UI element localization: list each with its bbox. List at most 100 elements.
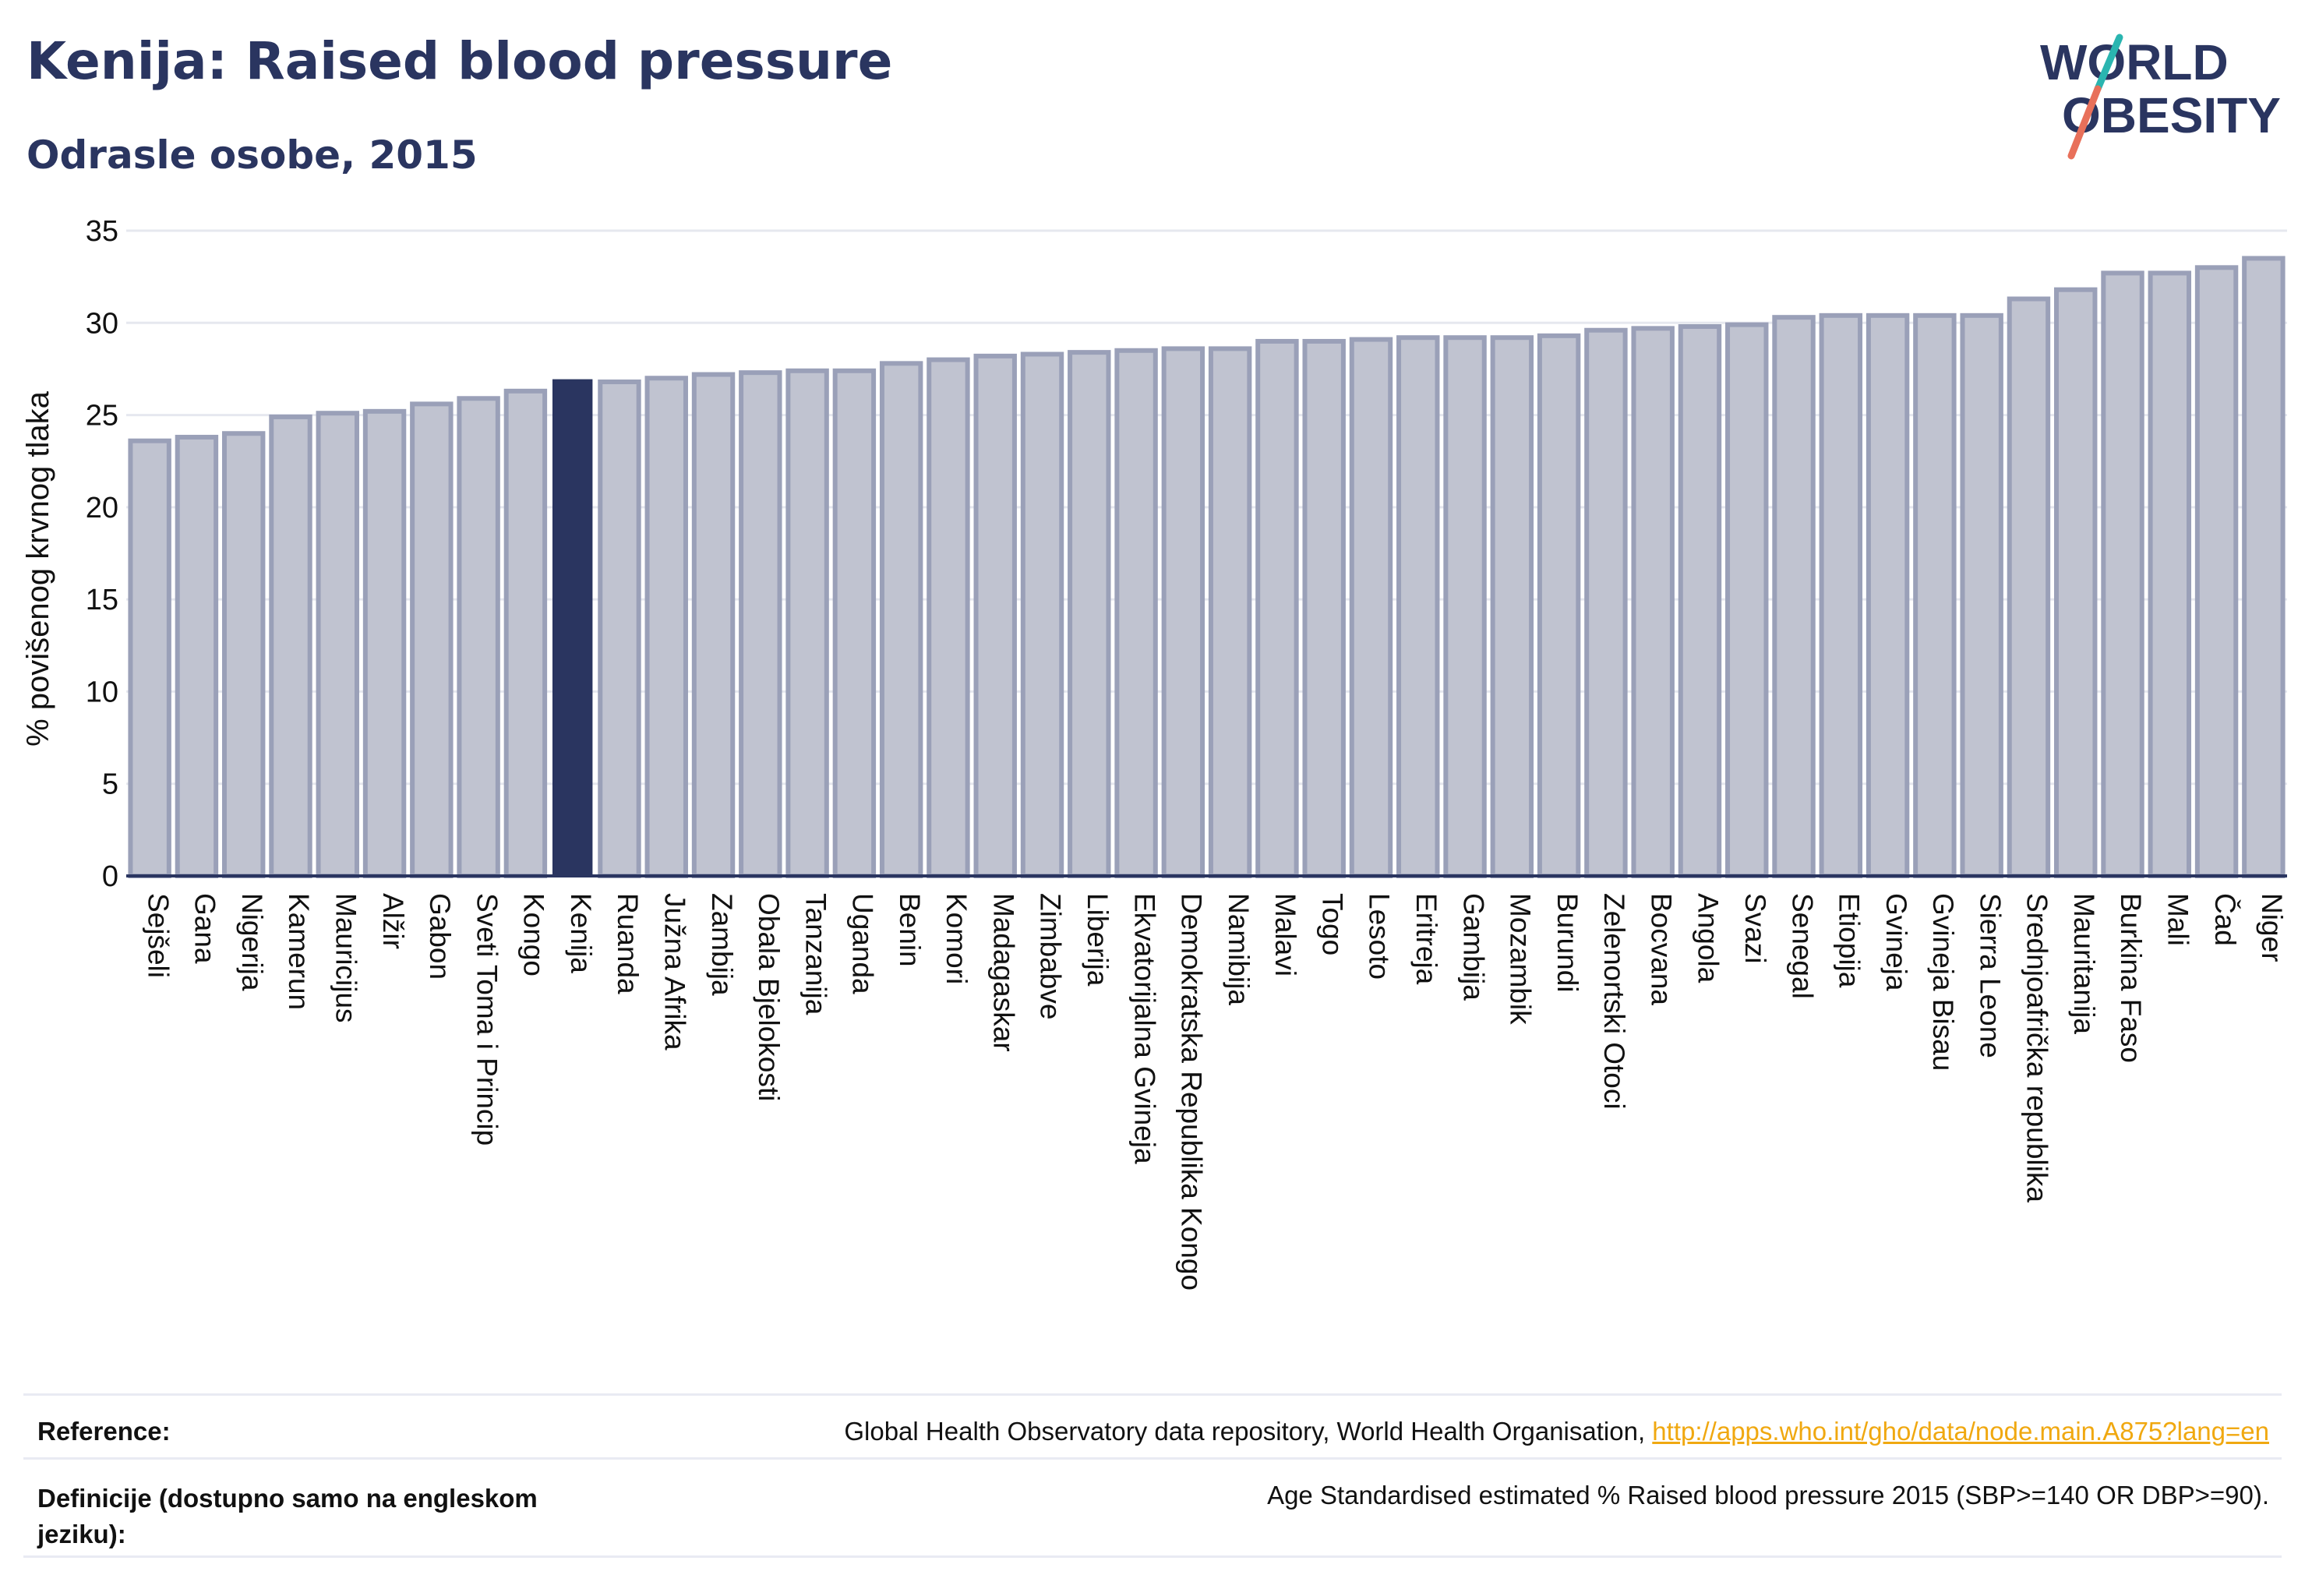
x-tick-label: Gana (189, 893, 221, 964)
bar-zelenortski-otoci (1584, 327, 1628, 878)
x-tick-label: Južna Afrika (658, 893, 690, 1050)
bar-senegal (1772, 315, 1816, 878)
bar-tanzanija (785, 368, 829, 878)
bar-zimbabve (1020, 351, 1064, 878)
bar-srednjoafrička-republika (2007, 296, 2051, 878)
definitions-text: Age Standardised estimated % Raised bloo… (1267, 1481, 2269, 1509)
x-tick-label: Zimbabve (1035, 893, 1067, 1019)
x-tick-label: Mauricijus (330, 893, 362, 1023)
bar-burkina-faso (2101, 270, 2144, 878)
reference-source: Global Health Observatory data repositor… (844, 1417, 1653, 1446)
x-tick-label: Angola (1693, 893, 1724, 983)
bar-etiopija (1819, 312, 1863, 878)
bar-madagaskar (973, 353, 1017, 878)
x-tick-label: Bocvana (1645, 893, 1677, 1005)
x-tick-label: Malavi (1269, 893, 1301, 976)
x-tick-label: Demokratska Republika Kongo (1176, 893, 1208, 1291)
bar-sveti-toma-i-princip (457, 396, 500, 878)
bar-mali (2148, 270, 2192, 878)
y-tick-label: 30 (86, 307, 118, 340)
bar-malavi (1255, 338, 1299, 878)
y-tick-label: 20 (86, 492, 118, 524)
x-tick-label: Ruanda (612, 893, 644, 994)
bar-čad (2194, 265, 2239, 879)
x-tick-label: Sierra Leone (1974, 893, 2006, 1058)
x-tick-label: Čad (2209, 893, 2241, 946)
x-tick-label: Kongo (518, 893, 550, 976)
x-tick-label: Komori (941, 893, 972, 984)
bar-gambija (1443, 335, 1487, 878)
x-tick-labels: Sejšeli Gana Nigerija Kamerun Mauricijus Alži… (142, 893, 2288, 1291)
chart-subtitle: Odrasle osobe, 2015 (26, 132, 478, 178)
x-tick-label: Alžir (377, 893, 409, 949)
x-tick-label: Etiopija (1834, 893, 1866, 988)
bar-kenija (552, 379, 593, 877)
bar-ruanda (598, 379, 641, 878)
y-tick-label: 10 (86, 676, 118, 708)
reference-link[interactable]: http://apps.who.int/gho/data/node.main.A… (1652, 1417, 2269, 1446)
bar-lesoto (1349, 337, 1393, 878)
x-tick-label: Mozambik (1505, 893, 1537, 1025)
bar-bocvana (1631, 326, 1675, 878)
y-tick-label: 25 (86, 400, 118, 433)
x-tick-label: Sveti Toma i Princip (471, 893, 503, 1146)
bar-ekvatorijalna-gvineja (1114, 348, 1158, 878)
logo-word-world: WORLD (2040, 34, 2229, 90)
bar-gana (175, 434, 219, 878)
bar-eritreja (1396, 335, 1440, 878)
y-tick-label: 0 (102, 860, 118, 893)
x-tick-label: Benin (894, 893, 926, 967)
bar-namibija (1208, 346, 1252, 878)
reference-label: Reference: (37, 1417, 171, 1446)
x-tick-label: Zelenortski Otoci (1598, 893, 1630, 1110)
x-tick-label: Madagaskar (987, 893, 1019, 1052)
bar-južna-afrika (644, 376, 688, 878)
y-tick-label: 5 (102, 768, 118, 801)
x-tick-label: Sejšeli (142, 893, 174, 978)
x-tick-label: Mauritanija (2068, 893, 2100, 1034)
bar-chart: 0 5 10 15 20 25 30 35 Sejšeli Gana Nigerija Kameru… (21, 215, 2288, 1291)
bar-kamerun (269, 414, 312, 878)
x-tick-label: Togo (1316, 893, 1348, 955)
bar-uganda (832, 368, 877, 878)
bar-svazi (1725, 322, 1769, 878)
bar-obala-bjelokosti (739, 370, 782, 879)
bar-sejšeli (128, 438, 171, 878)
x-tick-label: Namibija (1223, 893, 1255, 1005)
reference-text: Global Health Observatory data repositor… (844, 1417, 2269, 1446)
bar-sierra-leone (1960, 312, 2003, 878)
x-tick-label: Srednjoafrička republika (2021, 893, 2053, 1202)
x-tick-label: Kenija (565, 893, 597, 973)
bar-burundi (1537, 333, 1581, 878)
x-tick-label: Obala Bjelokosti (753, 893, 785, 1101)
bar-angola (1678, 324, 1722, 878)
footer-divider-top (23, 1393, 2282, 1396)
bar-mozambik (1490, 335, 1534, 878)
x-tick-label: Gvineja Bisau (1927, 893, 1959, 1071)
bar-mauricijus (316, 411, 359, 878)
bar-zambija (691, 372, 736, 879)
y-tick-labels: 0 5 10 15 20 25 30 35 (86, 215, 118, 893)
logo-slash-coral (2067, 85, 2102, 160)
x-tick-label: Senegal (1786, 893, 1818, 999)
definitions-label: Definicije (dostupno samo na engleskom j… (37, 1484, 538, 1548)
bar-togo (1302, 338, 1346, 878)
bar-kongo (503, 388, 548, 878)
y-axis-label: % povišenog krvnog tlaka (21, 390, 55, 747)
x-tick-label: Gvineja (1880, 893, 1912, 991)
y-tick-label: 15 (86, 584, 118, 616)
y-tick-label: 35 (86, 215, 118, 248)
bar-benin (879, 361, 923, 878)
bar-komori (927, 357, 970, 879)
x-tick-label: Tanzanija (800, 893, 831, 1015)
bar-niger (2242, 256, 2286, 878)
footer-divider-middle (23, 1457, 2282, 1460)
x-tick-label: Burundi (1551, 893, 1583, 993)
bar-gvineja-bisau (1913, 312, 1957, 878)
bar-alžir (362, 408, 407, 878)
x-tick-label: Gambija (1457, 893, 1489, 1001)
x-tick-label: Gabon (424, 893, 456, 980)
x-tick-label: Lesoto (1364, 893, 1396, 980)
x-tick-label: Burkina Faso (2115, 893, 2147, 1063)
x-tick-label: Liberija (1082, 893, 1114, 987)
